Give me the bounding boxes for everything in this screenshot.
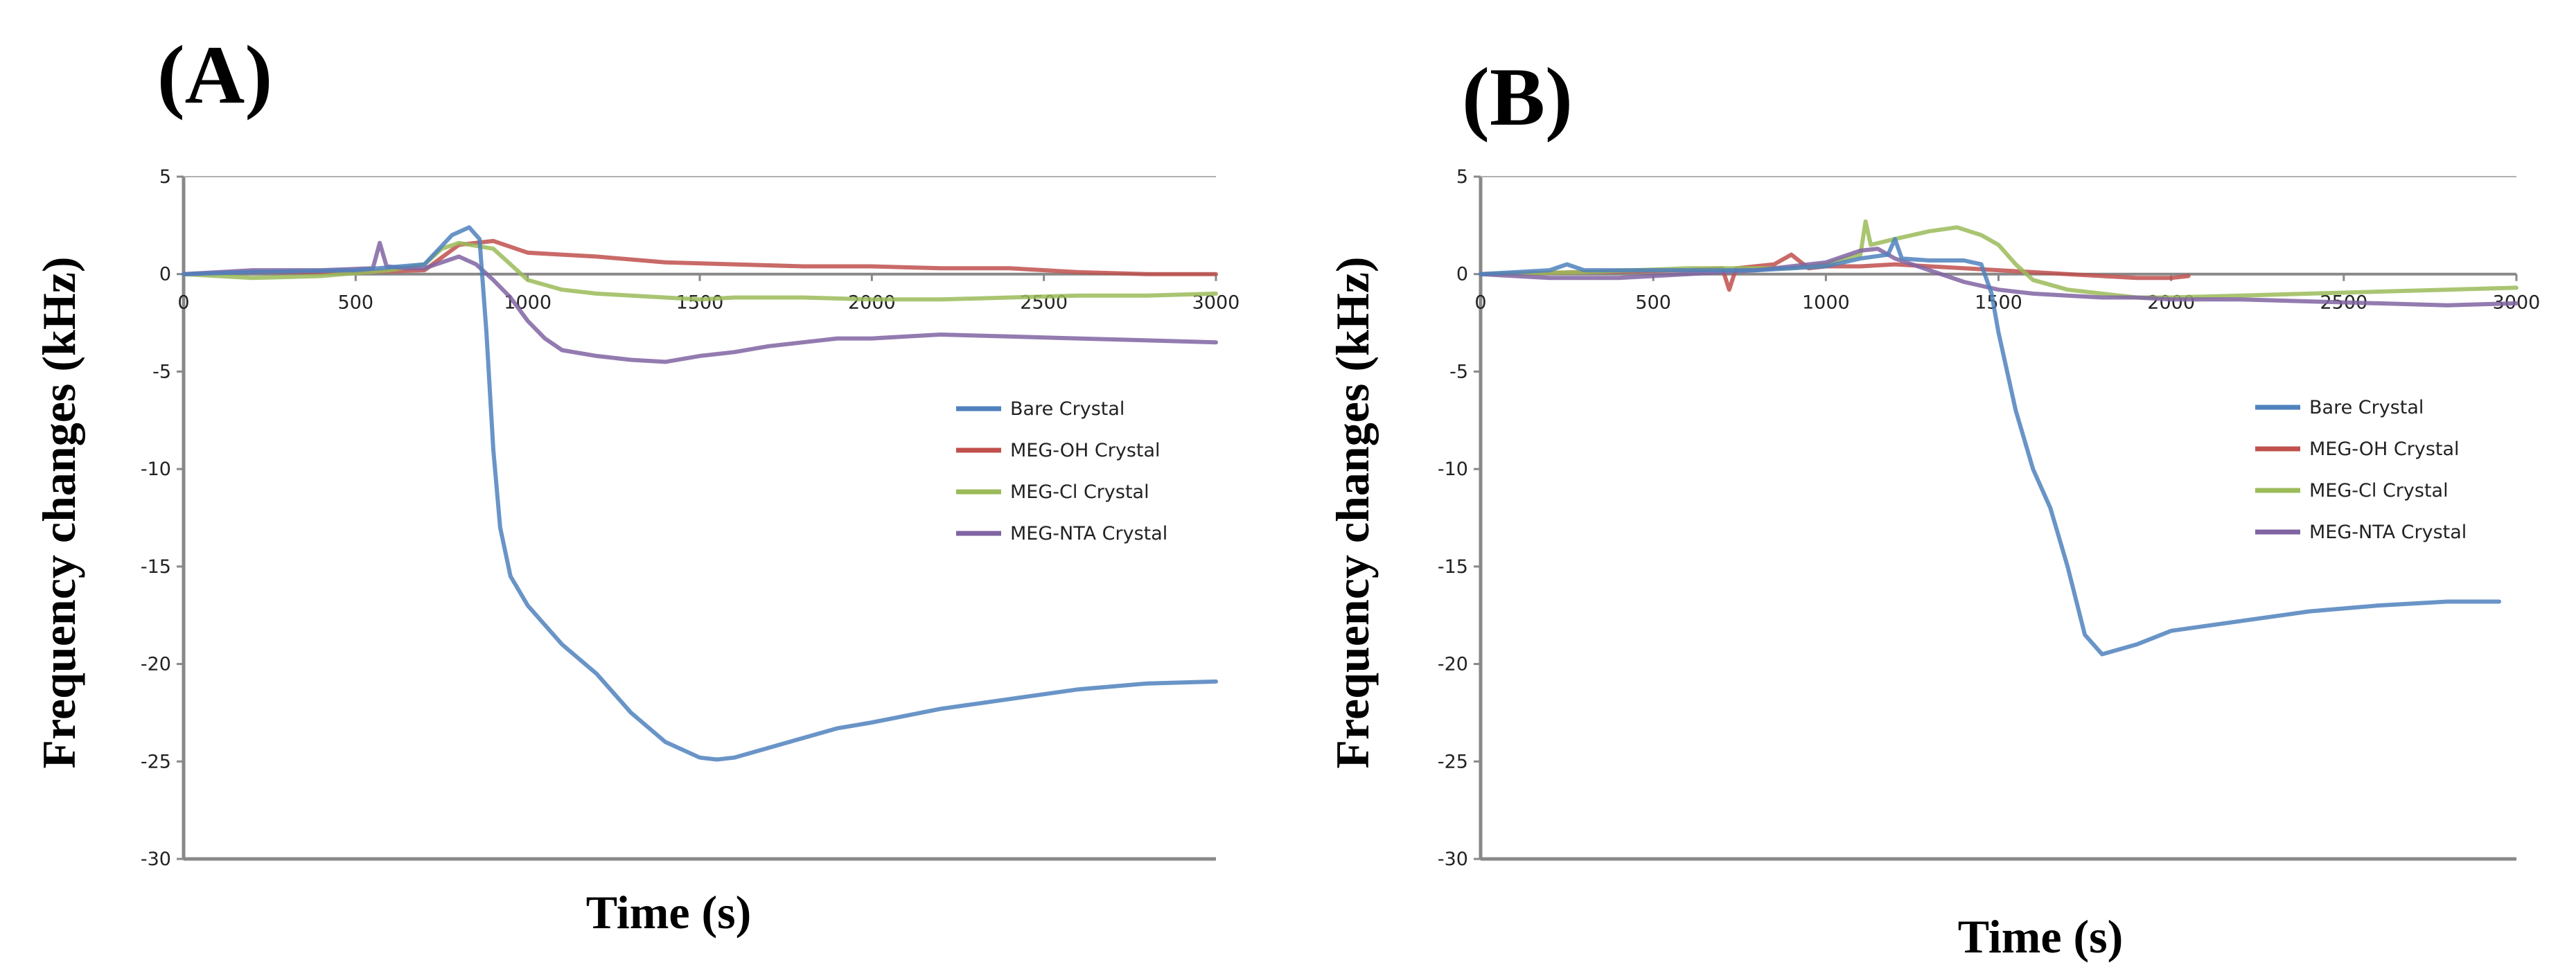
series-line-meg-cl-crystal (1479, 219, 2518, 300)
x-axis-title: Time (s) (586, 886, 752, 939)
y-tick-label: 5 (159, 166, 171, 188)
y-tick-label: -20 (141, 654, 171, 675)
panel-label: (B) (1462, 51, 1573, 143)
legend-label: MEG-NTA Crystal (2309, 522, 2467, 543)
y-tick-label: -20 (1438, 654, 1468, 675)
series-line-bare-crystal (182, 225, 1218, 762)
series-line-meg-oh-crystal (1479, 252, 2191, 292)
legend-label: MEG-Cl Crystal (2309, 480, 2449, 502)
legend-label: MEG-NTA Crystal (1010, 523, 1167, 544)
x-tick-label: 1000 (1802, 292, 1850, 314)
y-tick-label: -5 (152, 361, 171, 382)
x-tick-label: 0 (177, 292, 189, 314)
x-axis-title: Time (s) (1958, 910, 2124, 963)
x-tick-label: 0 (1474, 292, 1486, 314)
series-line-bare-crystal (1479, 237, 2502, 657)
legend-label: MEG-OH Crystal (2309, 438, 2460, 460)
y-tick-label: 0 (1456, 264, 1468, 285)
x-tick-label: 1500 (676, 292, 724, 314)
legend-label: MEG-Cl Crystal (1010, 481, 1149, 503)
chart-panel-a: (A)50-5-10-15-20-25-300 500 1000 1500 2000 25… (33, 28, 1240, 939)
y-tick-label: -15 (141, 556, 171, 578)
y-tick-label: -15 (1438, 556, 1468, 578)
series-line-meg-nta-crystal (182, 240, 1218, 364)
chart-panel-b: (B)50-5-10-15-20-25-300 500 1000 1500 2000 25… (1326, 51, 2540, 963)
y-tick-label: 0 (159, 264, 171, 285)
panel-label: (A) (157, 28, 273, 121)
legend: Bare Crystal MEG-OH Crystal MEG-Cl Crystal… (2255, 397, 2467, 543)
y-tick-label: -25 (141, 751, 171, 772)
y-tick-label: 5 (1456, 166, 1468, 188)
x-tick-label: 500 (1635, 292, 1671, 314)
y-tick-label: -30 (141, 849, 171, 870)
y-tick-label: -10 (141, 459, 171, 480)
x-tick-label: 1500 (1975, 292, 2022, 314)
legend-label: Bare Crystal (1010, 398, 1124, 420)
y-tick-label: -30 (1438, 849, 1468, 870)
y-axis-title: Frequency changes (kHz) (33, 256, 85, 768)
y-tick-label: -10 (1438, 459, 1468, 480)
x-tick-label: 500 (338, 292, 374, 314)
x-tick-label: 2000 (848, 292, 896, 314)
legend-label: Bare Crystal (2309, 397, 2424, 418)
legend: Bare Crystal MEG-OH Crystal MEG-Cl Crystal… (956, 398, 1167, 544)
y-tick-label: -5 (1449, 361, 1468, 382)
y-axis-title: Frequency changes (kHz) (1326, 256, 1379, 768)
y-tick-label: -25 (1438, 751, 1468, 772)
legend-label: MEG-OH Crystal (1010, 440, 1161, 461)
